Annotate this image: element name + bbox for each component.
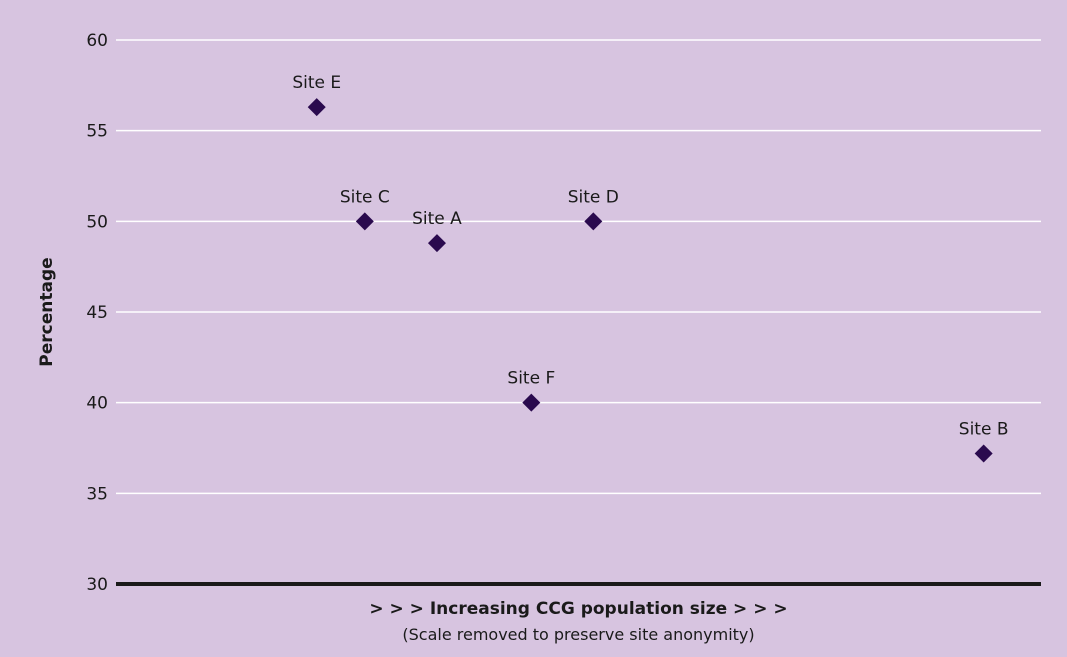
gridlines — [116, 39, 1041, 495]
y-axis-ticks: 30 35 40 45 50 55 60 — [86, 31, 108, 595]
y-tick-label-45: 45 — [86, 303, 108, 323]
point-label-site-e: Site E — [292, 73, 341, 93]
y-tick-label-50: 50 — [86, 212, 108, 232]
point-label-site-c: Site C — [340, 187, 390, 207]
y-axis-title: Percentage — [37, 257, 57, 366]
x-axis-title: > > > Increasing CCG population size > >… — [369, 599, 787, 619]
y-tick-label-60: 60 — [86, 31, 108, 51]
y-tick-label-40: 40 — [86, 394, 108, 414]
y-tick-label-55: 55 — [86, 122, 108, 142]
y-tick-label-35: 35 — [86, 484, 108, 504]
point-labels: Site E Site C Site A Site D Site F Site B — [292, 73, 1008, 439]
data-point-site-e — [307, 98, 326, 117]
data-point-site-a — [427, 234, 446, 253]
point-label-site-a: Site A — [412, 209, 462, 229]
point-label-site-d: Site D — [568, 187, 619, 207]
point-label-site-b: Site B — [959, 419, 1009, 439]
data-points — [307, 98, 993, 463]
data-point-site-f — [522, 393, 541, 412]
data-point-site-d — [584, 212, 603, 231]
y-tick-label-30: 30 — [86, 575, 108, 595]
point-label-site-f: Site F — [507, 369, 555, 389]
data-point-site-c — [355, 212, 374, 231]
x-axis-note: (Scale removed to preserve site anonymit… — [402, 625, 754, 644]
data-point-site-b — [974, 444, 993, 463]
